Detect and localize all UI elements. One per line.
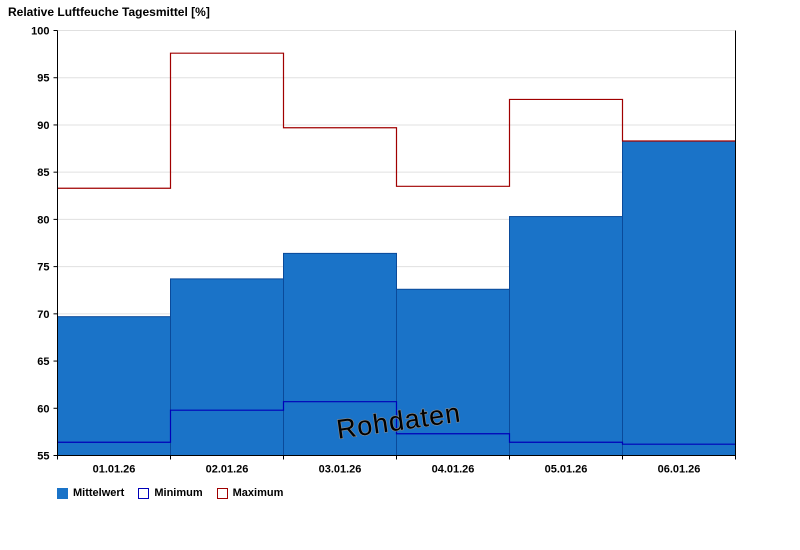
step-line-minimum: [57, 401, 736, 445]
y-tick-label: 55: [37, 451, 49, 463]
x-tick-label: 06.01.26: [658, 464, 701, 476]
legend-item-mittelwert: Mittelwert: [57, 487, 124, 499]
legend-item-minimum: Minimum: [138, 487, 203, 499]
legend-swatch-mittelwert: [57, 487, 68, 499]
bar-01.01.26: [57, 316, 171, 456]
y-tick-label: 70: [37, 309, 49, 321]
legend-label-maximum: Maximum: [232, 487, 284, 499]
bar-02.01.26: [170, 278, 284, 456]
bar-06.01.26: [622, 140, 736, 456]
bar-05.01.26: [509, 216, 623, 456]
bar-04.01.26: [396, 288, 510, 456]
y-tick-label: 100: [31, 26, 49, 38]
y-tick-label: 85: [37, 167, 49, 179]
x-tick-label: 05.01.26: [545, 464, 588, 476]
legend-label-mittelwert: Mittelwert: [73, 487, 125, 499]
x-tick-label: 04.01.26: [432, 464, 475, 476]
step-line-maximum: [57, 52, 736, 189]
y-tick-label: 95: [37, 73, 49, 85]
humidity-step-chart: 55 60 65 70 75 80 85 90 95 100 01.01.26 02.01.26 03.…: [31, 26, 736, 476]
y-tick-label: 75: [37, 262, 49, 274]
x-tick-label: 01.01.26: [93, 464, 136, 476]
y-tick-label: 80: [37, 214, 49, 226]
legend-swatch-minimum: [138, 487, 150, 499]
legend-swatch-maximum: [216, 487, 228, 499]
x-tick-label: 02.01.26: [206, 464, 249, 476]
legend-item-maximum: Maximum: [216, 487, 284, 499]
y-tick-label: 65: [37, 356, 49, 368]
legend-label-minimum: Minimum: [154, 487, 203, 499]
chart-title: Relative Luftfeuche Tagesmittel [%]: [8, 5, 210, 19]
y-tick-label: 90: [37, 120, 49, 132]
x-tick-label: 03.01.26: [319, 464, 362, 476]
y-tick-label: 60: [37, 403, 49, 415]
chart-legend: Mittelwert Minimum Maximum: [57, 487, 283, 499]
